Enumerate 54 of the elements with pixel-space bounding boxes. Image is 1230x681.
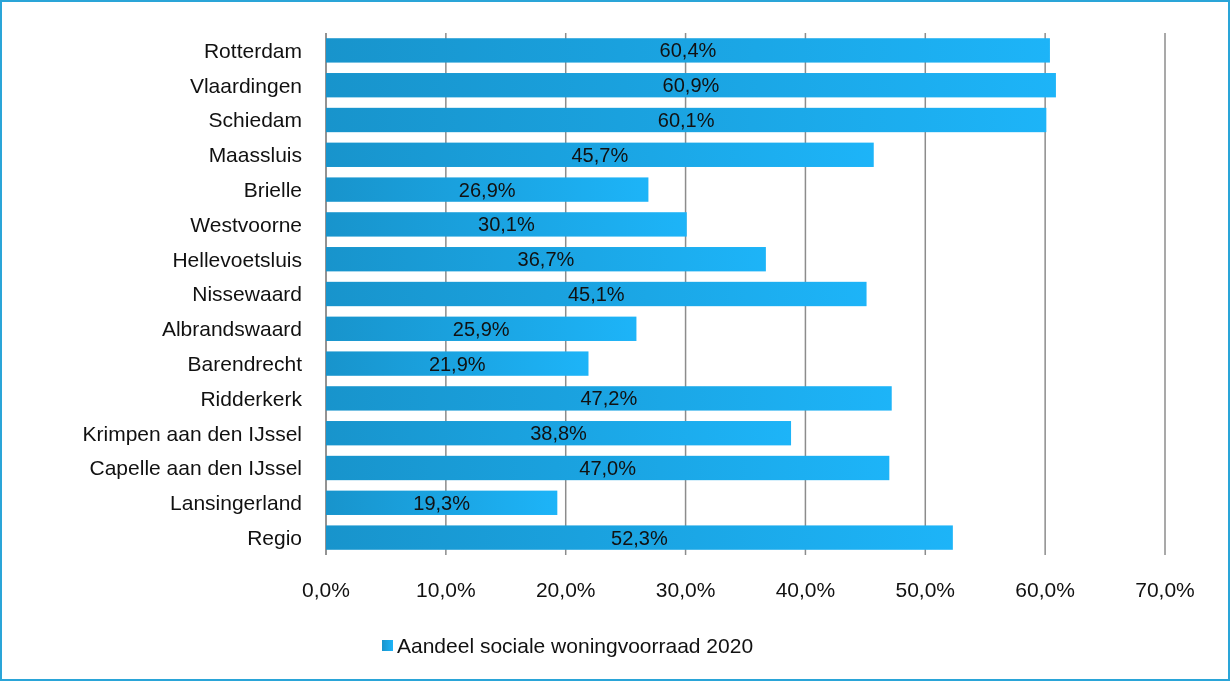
y-tick-label: Schiedam	[208, 108, 302, 132]
data-label: 60,1%	[657, 109, 715, 131]
x-tick-label: 40,0%	[775, 578, 836, 602]
data-label: 45,7%	[571, 143, 629, 166]
data-label: 19,3%	[413, 491, 471, 514]
data-label: 36,7%	[517, 248, 575, 271]
y-tick-label: Vlaardingen	[189, 73, 302, 97]
x-tick-label: 60,0%	[1015, 578, 1075, 602]
x-tick-label: 10,0%	[416, 578, 476, 602]
y-tick-label: Rotterdam	[203, 38, 302, 62]
data-label: 26,9%	[458, 178, 516, 201]
legend-label: Aandeel sociale woningvoorraad 2020	[397, 634, 754, 658]
bar	[326, 281, 867, 307]
data-label: 38,8%	[530, 422, 588, 445]
data-label: 45,1%	[567, 283, 625, 305]
y-tick-label: Krimpen aan den IJssel	[82, 421, 302, 445]
data-label: 52,3%	[611, 526, 668, 549]
bar	[326, 247, 766, 272]
bar	[326, 177, 649, 202]
x-tick-label: 70,0%	[1135, 578, 1195, 602]
bar	[326, 351, 589, 376]
y-tick-label: Regio	[247, 525, 302, 549]
bar	[326, 421, 792, 446]
y-tick-label: Barendrecht	[187, 351, 303, 375]
y-tick-label: Brielle	[243, 177, 302, 201]
bar	[326, 73, 1056, 98]
bar	[326, 107, 1047, 133]
bar	[326, 490, 558, 515]
y-tick-label: Albrandswaard	[161, 317, 302, 341]
bar	[326, 455, 890, 481]
data-label: 25,9%	[452, 317, 510, 340]
data-label: 47,2%	[580, 387, 638, 410]
data-label: 21,9%	[428, 352, 486, 375]
y-tick-label: Hellevoetsluis	[172, 247, 302, 271]
bar	[326, 316, 637, 341]
x-tick-label: 20,0%	[535, 578, 596, 602]
x-tick-label: 30,0%	[655, 578, 716, 602]
bar	[326, 142, 874, 167]
bar	[326, 525, 953, 550]
x-tick-label: 0,0%	[302, 578, 350, 602]
data-label: 60,4%	[659, 39, 717, 62]
data-label: 47,0%	[579, 457, 637, 479]
data-label: 30,1%	[478, 213, 535, 236]
x-tick-label: 50,0%	[895, 578, 956, 602]
data-label: 60,9%	[662, 74, 720, 97]
y-tick-label: Westvoorne	[190, 212, 302, 236]
bar	[326, 38, 1050, 63]
bar	[326, 212, 687, 237]
y-tick-label: Maassluis	[208, 143, 302, 167]
bar	[326, 386, 892, 411]
y-tick-label: Ridderkerk	[200, 386, 303, 410]
y-tick-label: Capelle aan den IJssel	[89, 456, 302, 480]
y-tick-label: Lansingerland	[170, 491, 302, 515]
y-tick-label: Nissewaard	[192, 282, 302, 306]
